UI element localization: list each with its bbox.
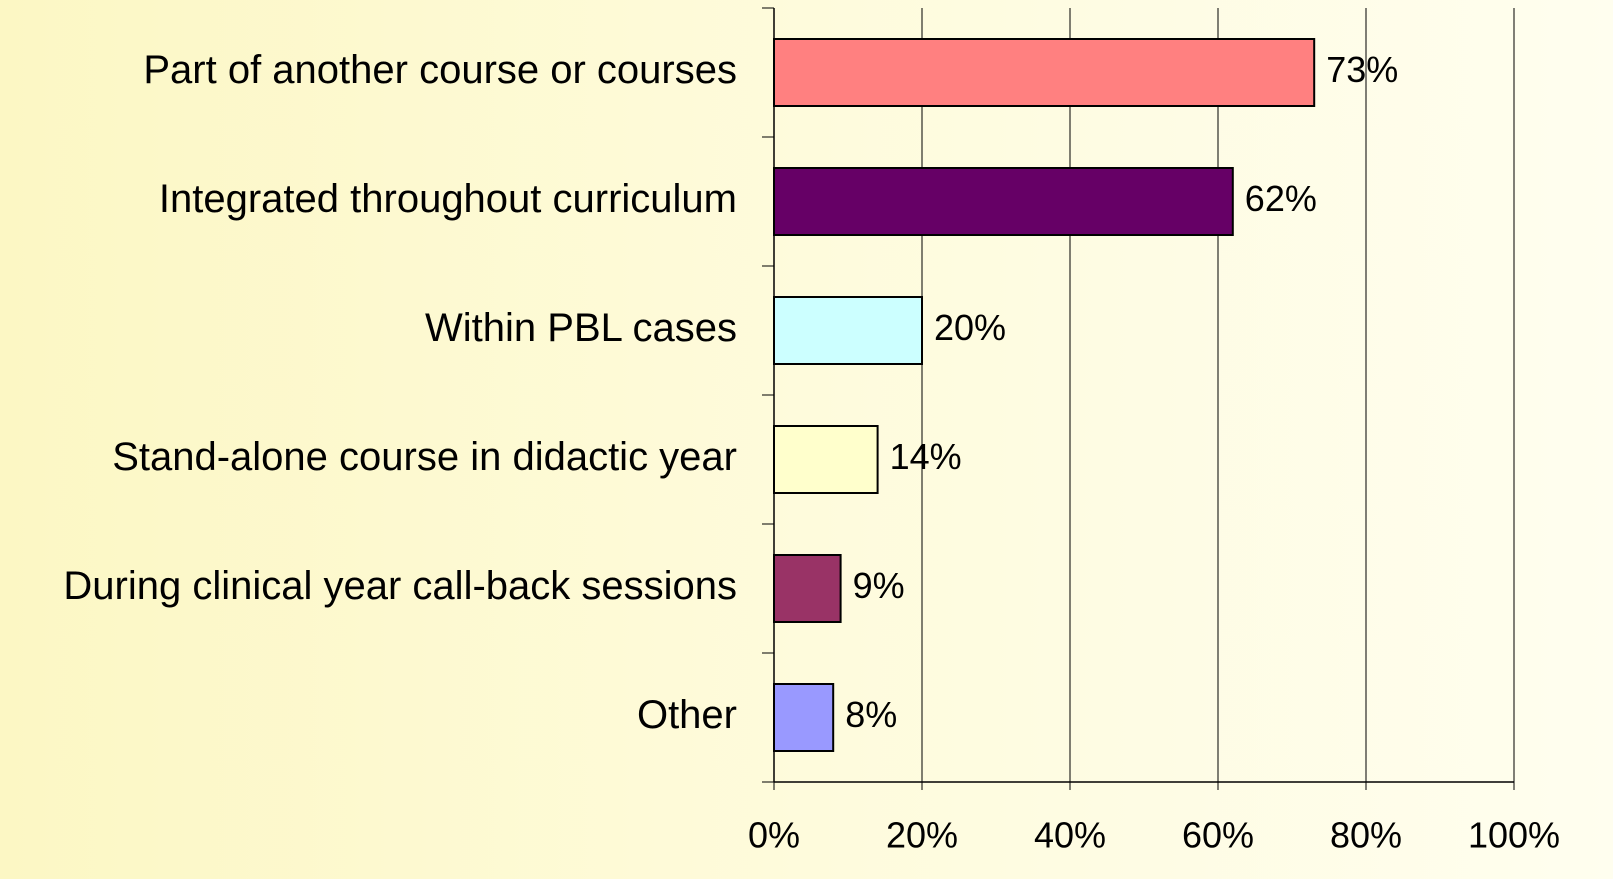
bar [773, 167, 1234, 236]
value-label: 62% [1245, 178, 1317, 219]
value-label: 9% [853, 565, 905, 606]
x-tick-label: 20% [886, 815, 958, 856]
x-tick-label: 100% [1468, 815, 1560, 856]
x-tick-label: 80% [1330, 815, 1402, 856]
x-tick-label: 60% [1182, 815, 1254, 856]
bar [773, 554, 842, 623]
y-tick-label: Within PBL cases [425, 306, 737, 350]
bar [773, 38, 1316, 107]
y-tick-label: Stand-alone course in didactic year [112, 435, 737, 479]
value-label: 20% [934, 307, 1006, 348]
y-tick-label: Integrated throughout curriculum [159, 177, 737, 221]
y-tick-label: During clinical year call-back sessions [63, 564, 737, 608]
y-tick-label: Other [637, 693, 737, 737]
bar [773, 425, 879, 494]
x-tick-label: 0% [748, 815, 800, 856]
value-label: 8% [845, 694, 897, 735]
value-label: 14% [890, 436, 962, 477]
bar [773, 683, 835, 752]
x-tick-label: 40% [1034, 815, 1106, 856]
value-label: 73% [1326, 49, 1398, 90]
y-tick-label: Part of another course or courses [143, 48, 737, 92]
bar [773, 296, 923, 365]
